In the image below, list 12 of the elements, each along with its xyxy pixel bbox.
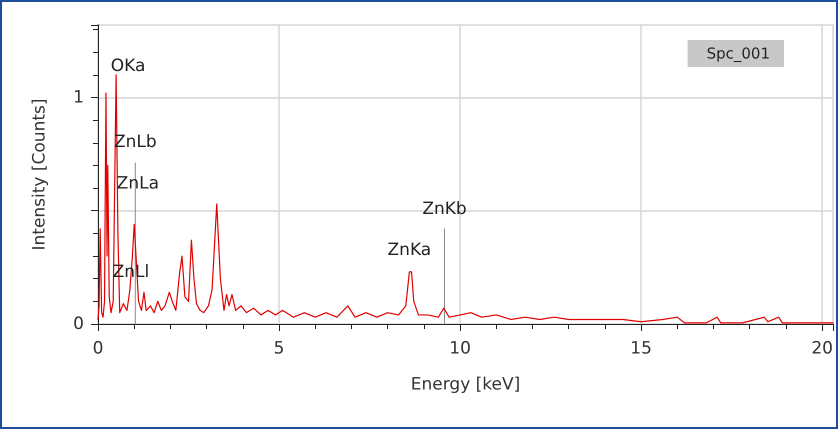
x-tick-label: 10 xyxy=(449,338,471,358)
annotation: ZnKb xyxy=(422,198,467,219)
x-tick-label: 15 xyxy=(630,338,652,358)
x-tick-label: 5 xyxy=(274,338,284,358)
annotation: OKa xyxy=(110,56,146,76)
text: Spc_001 xyxy=(706,44,770,62)
x-tick-label: 0 xyxy=(92,338,104,358)
x-axis-title: Energy [keV] xyxy=(410,374,520,394)
y-tick-label: 1 xyxy=(73,87,84,108)
x-tick-label: 20 xyxy=(811,338,833,358)
annotation: ZnKa xyxy=(388,240,432,260)
y-axis-title: Intensity [Counts] xyxy=(30,98,50,251)
